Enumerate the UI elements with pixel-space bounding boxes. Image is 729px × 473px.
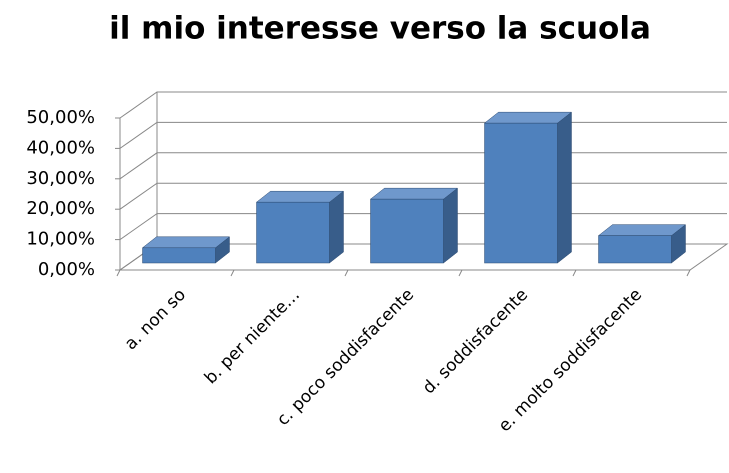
x-tick — [116, 269, 121, 277]
x-tick — [230, 269, 235, 277]
grid-line — [119, 91, 727, 119]
bar-top — [141, 236, 231, 249]
chart-title: il mio interesse verso la scuola — [109, 11, 651, 47]
y-tick-label: 30,00% — [26, 168, 95, 189]
x-tick — [572, 269, 577, 277]
grid-line — [119, 152, 727, 180]
y-tick-label: 10,00% — [26, 229, 95, 250]
bar — [256, 201, 330, 264]
grid-line — [119, 121, 727, 149]
y-tick-label: 20,00% — [26, 198, 95, 219]
bar-side — [557, 111, 572, 264]
bar — [370, 198, 444, 264]
bar — [598, 235, 672, 264]
x-tick-label: a. non so — [121, 285, 190, 354]
bar-side — [443, 187, 458, 264]
bar-top — [597, 224, 687, 236]
x-tick-label: b. per niente… — [201, 285, 304, 388]
y-tick-label: 50,00% — [26, 107, 95, 128]
x-tick-label: d. soddisfacente — [419, 285, 532, 398]
bar-top — [255, 190, 345, 203]
bar-top — [369, 187, 459, 200]
x-tick — [686, 269, 691, 277]
bar — [142, 247, 216, 264]
x-tick — [344, 269, 349, 277]
bar-side — [329, 190, 344, 264]
y-tick-label: 40,00% — [26, 137, 95, 158]
x-tick — [458, 269, 463, 277]
bar — [484, 122, 558, 264]
bar-top — [483, 111, 573, 124]
y-tick-label: 0,00% — [38, 259, 95, 280]
